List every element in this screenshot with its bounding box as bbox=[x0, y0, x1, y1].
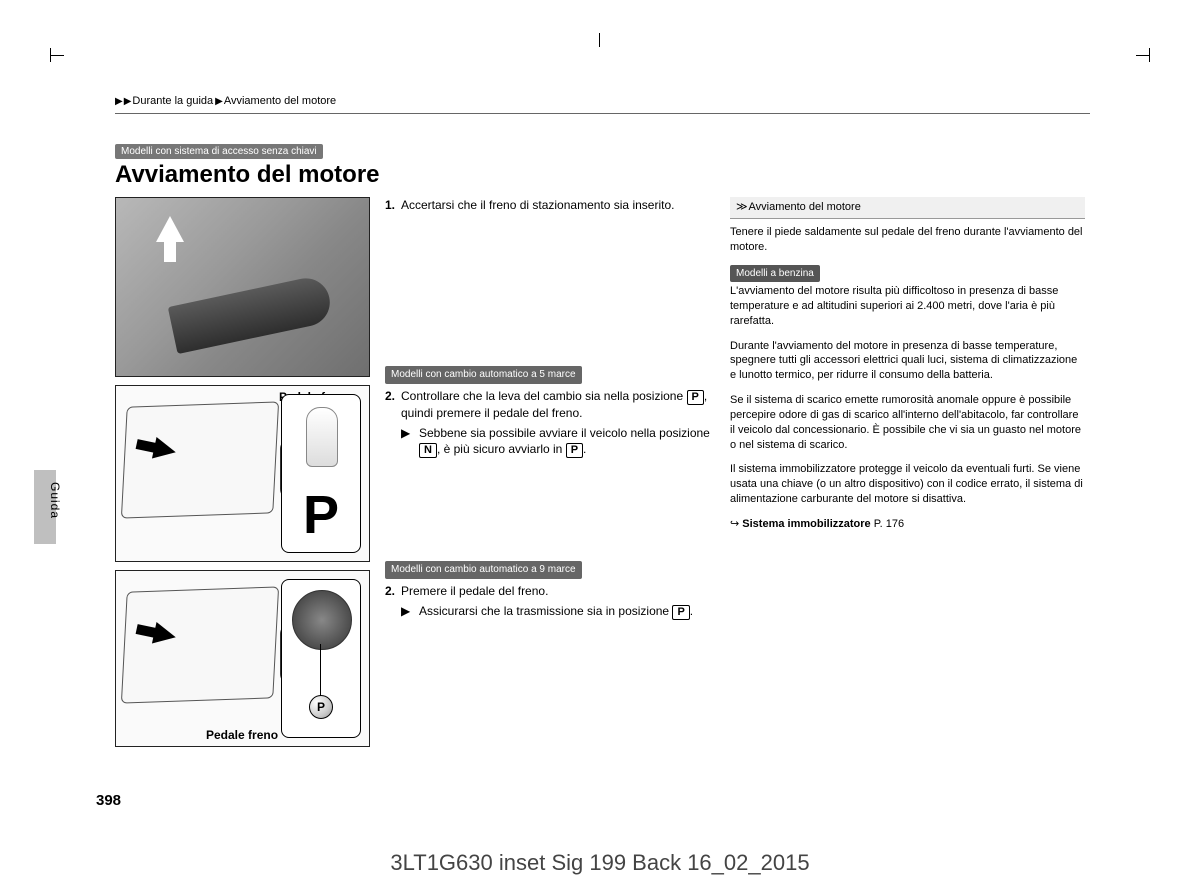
cross-reference-link[interactable]: ↪ Sistema immobilizzatore P. 176 bbox=[730, 517, 1085, 532]
figure-brake-pedal-9at: P Pedale freno bbox=[115, 570, 370, 747]
step-number: 2. bbox=[385, 583, 401, 599]
gauge-shape bbox=[292, 590, 352, 650]
step-text: Accertarsi che il freno di stazionamento… bbox=[401, 197, 674, 213]
gear-p-box: P bbox=[672, 605, 689, 620]
crop-mark bbox=[50, 55, 64, 56]
page-title: Avviamento del motore bbox=[115, 161, 1090, 189]
chevron-right-icon: ▶ bbox=[215, 96, 223, 107]
bullet-text: Assicurarsi che la trasmissione sia in p… bbox=[419, 603, 693, 620]
foot-diagram bbox=[124, 589, 294, 719]
note-paragraph: Il sistema immobilizzatore protegge il v… bbox=[730, 462, 1085, 507]
link-arrow-icon: ↪ bbox=[730, 518, 739, 530]
breadcrumb-part-2: Avviamento del motore bbox=[224, 95, 336, 107]
note-paragraph: Durante l'avviamento del motore in prese… bbox=[730, 339, 1085, 384]
crop-mark bbox=[1149, 48, 1150, 62]
gear-p-box: P bbox=[566, 443, 583, 458]
page-number: 398 bbox=[96, 792, 121, 809]
gear-p-label: P bbox=[282, 484, 360, 546]
breadcrumb-part-1: Durante la guida bbox=[132, 95, 213, 107]
breadcrumb: ▶▶Durante la guida▶Avviamento del motore bbox=[115, 95, 1090, 114]
models-tag: Modelli con sistema di accesso senza chi… bbox=[115, 144, 323, 159]
gear-p-circle: P bbox=[282, 695, 360, 719]
handbrake-shape bbox=[168, 274, 334, 354]
arrow-up-icon bbox=[156, 216, 184, 242]
triangle-bullet-icon: ▶ bbox=[401, 603, 419, 620]
step-number: 2. bbox=[385, 388, 401, 421]
section-tag: Modelli con cambio automatico a 5 marce bbox=[385, 366, 582, 384]
arrow-right-icon bbox=[152, 622, 178, 648]
arrow-right-icon bbox=[152, 437, 178, 463]
notes-column: ≫Avviamento del motore Tenere il piede s… bbox=[730, 197, 1085, 755]
crop-mark bbox=[1136, 55, 1150, 56]
page-content: ▶▶Durante la guida▶Avviamento del motore… bbox=[115, 95, 1090, 755]
figure-label: Pedale freno bbox=[206, 728, 278, 742]
gear-n-box: N bbox=[419, 443, 437, 458]
note-paragraph: L'avviamento del motore risulta più diff… bbox=[730, 284, 1085, 329]
inset-shifter: P bbox=[281, 394, 361, 553]
note-paragraph: Tenere il piede saldamente sul pedale de… bbox=[730, 225, 1085, 255]
double-chevron-icon: ≫ bbox=[736, 201, 745, 213]
instructions-column: 1. Accertarsi che il freno di stazioname… bbox=[385, 197, 715, 755]
step-text: Premere il pedale del freno. bbox=[401, 583, 548, 599]
notes-header: ≫Avviamento del motore bbox=[730, 197, 1085, 219]
crop-mark bbox=[599, 33, 600, 47]
side-section-label: Guida bbox=[48, 482, 62, 519]
chevron-right-icon: ▶ bbox=[124, 96, 132, 107]
figure-brake-pedal-5at: Pedale freno P bbox=[115, 385, 370, 562]
step-number: 1. bbox=[385, 197, 401, 213]
figure-parking-brake bbox=[115, 197, 370, 377]
note-paragraph: Se il sistema di scarico emette rumorosi… bbox=[730, 393, 1085, 452]
figures-column: Pedale freno P bbox=[115, 197, 370, 755]
bullet-text: Sebbene sia possibile avviare il veicolo… bbox=[419, 425, 715, 458]
section-tag: Modelli con cambio automatico a 9 marce bbox=[385, 561, 582, 579]
step-text: Controllare che la leva del cambio sia n… bbox=[401, 388, 715, 421]
crop-mark bbox=[50, 48, 51, 62]
footer-imprint: 3LT1G630 inset Sig 199 Back 16_02_2015 bbox=[0, 850, 1200, 876]
inset-gauge: P bbox=[281, 579, 361, 738]
gear-p-box: P bbox=[687, 390, 704, 405]
pointer-line bbox=[320, 644, 321, 700]
chevron-right-icon: ▶ bbox=[115, 96, 123, 107]
shifter-shape bbox=[306, 407, 338, 467]
triangle-bullet-icon: ▶ bbox=[401, 425, 419, 458]
section-tag: Modelli a benzina bbox=[730, 265, 820, 283]
foot-diagram bbox=[124, 404, 294, 534]
